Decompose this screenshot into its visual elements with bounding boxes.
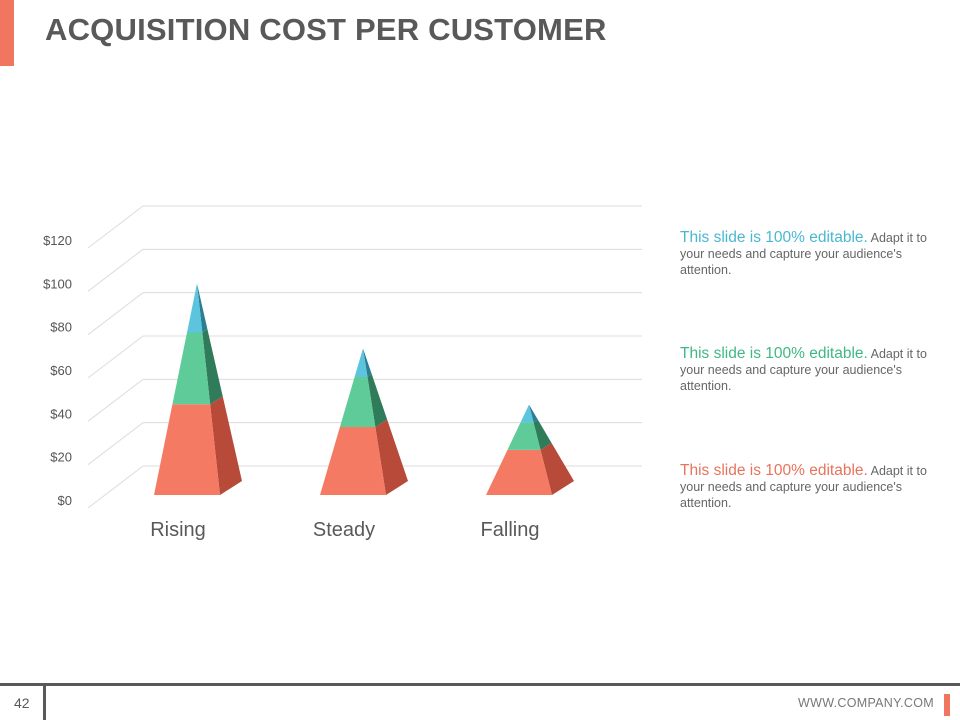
- note-1-highlight: This slide is 100% editable.: [680, 229, 868, 246]
- note-3-text: Adapt it to your needs and capture your …: [680, 464, 927, 510]
- y-tick-label: $20: [50, 450, 72, 465]
- pyramid-segment: [172, 332, 211, 405]
- category-label: Falling: [481, 519, 540, 541]
- gridline-diagonal: [87, 422, 144, 466]
- slide-title: ACQUISITION COST PER CUSTOMER: [45, 12, 607, 47]
- pyramid-segment: [154, 404, 220, 495]
- category-label: Rising: [150, 519, 206, 541]
- y-tick-label: $80: [50, 320, 72, 335]
- pyramid-segment-side: [367, 374, 388, 428]
- gridline-diagonal: [87, 335, 144, 379]
- note-2-highlight: This slide is 100% editable.: [680, 345, 868, 362]
- y-axis-ticks: $0 $20 $40 $60 $80 $100 $120: [43, 233, 72, 508]
- page-number: 42: [14, 695, 30, 711]
- gridline-diagonal: [87, 465, 144, 509]
- gridline-diagonal: [87, 292, 144, 336]
- text-note-3: This slide is 100% editable. Adapt it to…: [680, 463, 930, 511]
- note-1-text: Adapt it to your needs and capture your …: [680, 231, 927, 277]
- pyramid-segment-side: [533, 419, 552, 450]
- pyramid-falling: [486, 404, 574, 495]
- category-label: Steady: [313, 519, 375, 541]
- pyramid-segment: [339, 376, 376, 428]
- pyramid-steady: [320, 348, 408, 495]
- note-3-highlight: This slide is 100% editable.: [680, 462, 868, 479]
- y-tick-label: $120: [43, 233, 72, 248]
- gridline-diagonal: [87, 378, 144, 422]
- gridline-diagonal: [87, 248, 144, 292]
- pyramid-segment-side: [529, 404, 538, 423]
- y-tick-label: $40: [50, 406, 72, 421]
- footer-accent-bar: [944, 694, 950, 716]
- text-note-1: This slide is 100% editable. Adapt it to…: [680, 230, 930, 278]
- footer-divider: [0, 683, 960, 686]
- chart-pyramids: [154, 283, 574, 495]
- pyramid-segment-side: [363, 348, 372, 377]
- pyramid-segment: [187, 283, 203, 333]
- pyramid-segment-side: [210, 396, 242, 495]
- title-accent-bar: [0, 0, 14, 66]
- gridline-diagonal: [87, 205, 144, 249]
- x-axis-categories: Rising Steady Falling: [150, 519, 539, 541]
- y-tick-label: $60: [50, 363, 72, 378]
- pyramid-segment: [320, 427, 386, 495]
- text-note-2: This slide is 100% editable. Adapt it to…: [680, 346, 930, 394]
- page-number-separator: [43, 686, 46, 720]
- pyramid-segment: [354, 348, 368, 377]
- pyramid-segment: [507, 422, 541, 450]
- pyramid-segment-side: [540, 442, 574, 495]
- pyramid-rising: [154, 283, 242, 495]
- footer-website: WWW.COMPANY.COM: [798, 696, 934, 710]
- y-tick-label: $100: [43, 276, 72, 291]
- pyramid-segment-side: [202, 329, 223, 405]
- y-tick-label: $0: [58, 493, 72, 508]
- chart-gridlines: [87, 205, 642, 509]
- pyramid-segment: [520, 404, 534, 423]
- pyramid-segment-side: [197, 283, 208, 333]
- note-2-text: Adapt it to your needs and capture your …: [680, 347, 927, 393]
- pyramid-segment-side: [375, 419, 408, 495]
- pyramid-segment: [486, 449, 552, 495]
